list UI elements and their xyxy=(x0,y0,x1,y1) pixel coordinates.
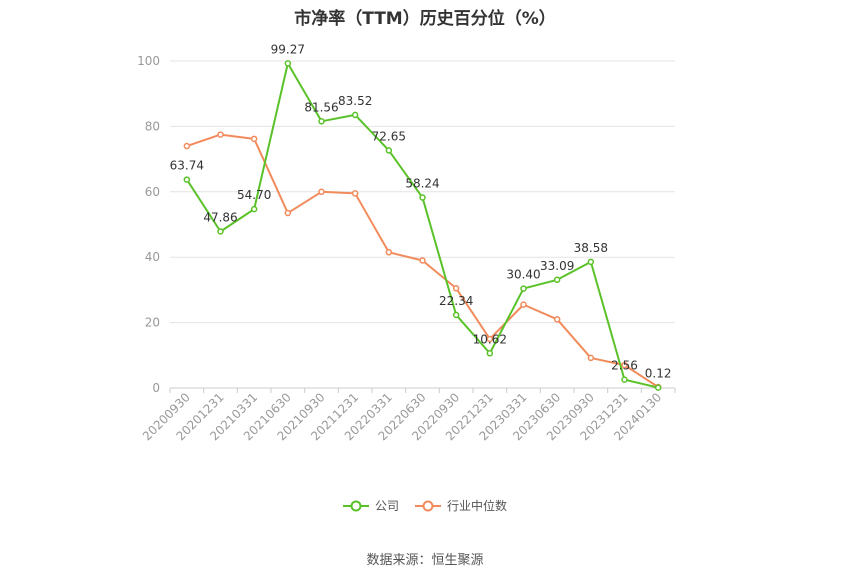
industry-median-point xyxy=(284,209,292,217)
data-label: 22.34 xyxy=(439,294,473,308)
series-line-company xyxy=(185,62,659,389)
series-layer xyxy=(183,60,662,391)
industry-median-point xyxy=(217,131,224,138)
legend-industry-marker-icon xyxy=(415,500,441,511)
company-point xyxy=(318,118,325,125)
data-label: 72.65 xyxy=(372,129,406,143)
industry-median-point xyxy=(553,316,561,323)
company-point xyxy=(385,147,393,154)
y-tick-label: 20 xyxy=(145,316,160,330)
data-source: 数据来源：恒生聚源 xyxy=(366,553,484,568)
y-tick-label: 100 xyxy=(137,54,160,68)
data-label: 33.09 xyxy=(540,259,574,273)
company-point xyxy=(621,376,628,383)
company-point xyxy=(351,111,359,119)
company-point xyxy=(587,258,595,266)
x-axis-ticks: 2020093020201231202103312021063020210930… xyxy=(140,388,676,443)
grid-lines xyxy=(170,60,675,324)
legend-item-company[interactable]: 公司 xyxy=(342,497,399,514)
industry-median-point xyxy=(250,135,258,143)
y-tick-label: 60 xyxy=(145,185,160,199)
y-tick-label: 80 xyxy=(145,119,160,133)
industry-median-point xyxy=(183,142,191,150)
chart-title: 市净率（TTM）历史百分位（%） xyxy=(294,9,556,29)
company-point xyxy=(250,205,258,213)
industry-median-point xyxy=(621,361,628,369)
data-label: 99.27 xyxy=(271,42,305,56)
company-point xyxy=(452,311,460,319)
industry-median-point xyxy=(385,249,393,256)
industry-median-point xyxy=(452,285,460,292)
company-point xyxy=(183,176,191,183)
legend-industry-label: 行业中位数 xyxy=(447,499,508,513)
legend-company-marker-icon xyxy=(342,500,369,511)
legend-item-industry-median[interactable]: 行业中位数 xyxy=(415,497,507,514)
data-label: 81.56 xyxy=(304,100,338,114)
company-point xyxy=(654,384,662,391)
industry-median-point xyxy=(520,301,527,308)
legend: 公司 行业中位数 xyxy=(0,497,850,514)
company-point xyxy=(284,60,292,67)
data-label: 47.86 xyxy=(203,210,237,224)
industry-median-point xyxy=(587,354,595,362)
industry-median-point xyxy=(486,335,494,343)
industry-median-point xyxy=(351,190,359,197)
company-point xyxy=(486,350,494,357)
data-label: 30.40 xyxy=(506,268,540,282)
data-label: 83.52 xyxy=(338,94,372,108)
company-point xyxy=(419,194,426,201)
company-point xyxy=(217,228,224,235)
data-label: 63.74 xyxy=(170,159,204,173)
data-label: 2.56 xyxy=(611,359,638,373)
company-point xyxy=(520,285,527,292)
industry-median-point xyxy=(419,257,426,264)
data-label: 38.58 xyxy=(574,241,608,255)
company-point xyxy=(553,276,561,284)
data-label: 0.12 xyxy=(645,367,672,381)
data-label: 54.70 xyxy=(237,188,271,202)
legend-company-label: 公司 xyxy=(374,499,399,513)
data-label: 10.62 xyxy=(473,332,507,346)
industry-median-point xyxy=(318,188,325,196)
y-tick-label: 0 xyxy=(152,381,160,395)
data-label: 58.24 xyxy=(405,177,439,191)
y-tick-label: 40 xyxy=(145,250,160,264)
y-axis-ticks: 0 20 40 60 80 100 xyxy=(137,54,160,395)
